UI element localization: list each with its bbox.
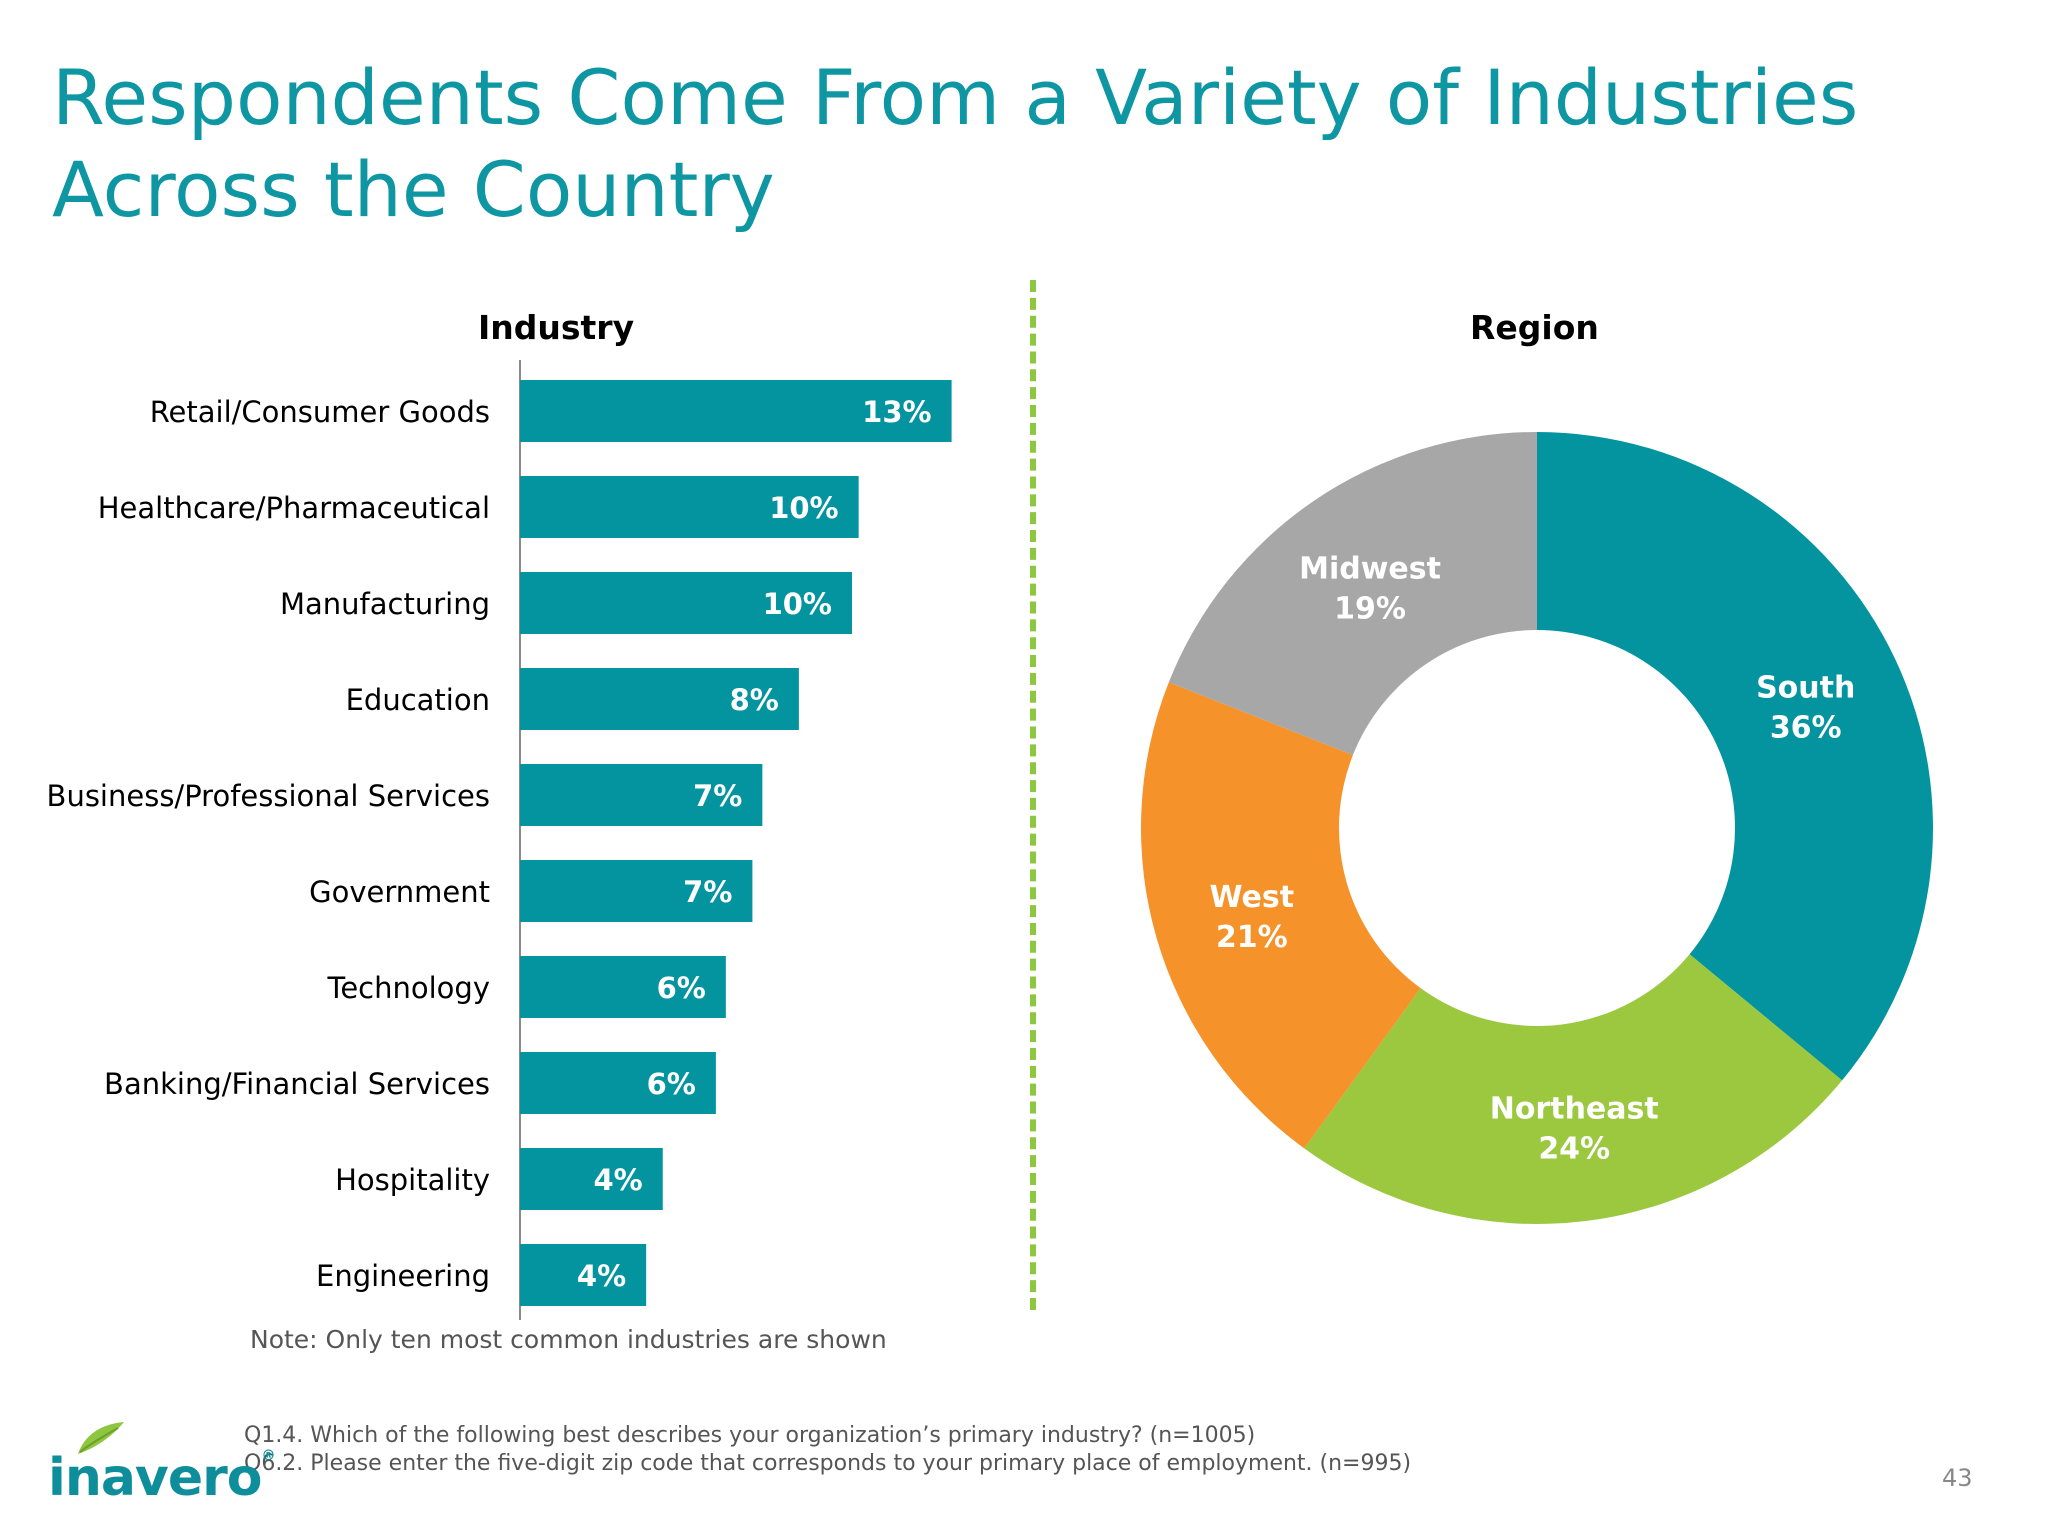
industry-data-label: 6% <box>657 971 706 1005</box>
page-number: 43 <box>1942 1464 1973 1492</box>
industry-bar <box>520 1052 716 1114</box>
industry-category-label: Technology <box>327 971 490 1005</box>
region-data-label: 24% <box>1538 1132 1610 1167</box>
industry-category-label: Manufacturing <box>280 587 490 621</box>
inavero-logo: inavero® <box>48 1418 275 1508</box>
region-chart-title: Region <box>1470 308 1599 347</box>
industry-bar <box>520 668 799 730</box>
region-slice-label: West <box>1210 880 1295 915</box>
region-slice-label: South <box>1756 671 1855 706</box>
industry-category-label: Healthcare/Pharmaceutical <box>98 491 490 525</box>
region-donut-chart: South 36% Northeast 24% West 21% Midwest 19% <box>1141 432 1933 1224</box>
industry-data-label: 6% <box>647 1067 696 1101</box>
region-slice-west <box>1141 682 1421 1149</box>
industry-data-label: 10% <box>769 491 838 525</box>
region-data-label: 19% <box>1334 591 1406 626</box>
industry-data-label: 4% <box>594 1163 643 1197</box>
chart-divider <box>1030 280 1036 1310</box>
logo-registered-mark: ® <box>261 1448 275 1464</box>
industry-bar <box>520 860 753 922</box>
footnote-region: Q6.2. Please enter the five-digit zip co… <box>244 1451 1412 1476</box>
footnote-industry: Q1.4. Which of the following best descri… <box>244 1423 1256 1448</box>
industry-category-label: Education <box>346 683 490 717</box>
industry-bar <box>520 380 952 442</box>
region-slice-label: Northeast <box>1490 1092 1659 1127</box>
industry-bar <box>520 1148 663 1210</box>
industry-data-label: 4% <box>577 1259 626 1293</box>
slide-title: Respondents Come From a Variety of Indus… <box>52 53 1859 234</box>
industry-chart-title: Industry <box>478 308 635 347</box>
chart-note: Note: Only ten most common industries ar… <box>250 1325 887 1354</box>
industry-category-label: Banking/Financial Services <box>104 1067 490 1101</box>
industry-data-label: 8% <box>730 683 779 717</box>
region-data-label: 36% <box>1770 711 1842 746</box>
industry-bar <box>520 572 852 634</box>
industry-category-label: Engineering <box>316 1259 490 1293</box>
industry-data-label: 7% <box>693 779 742 813</box>
industry-bar <box>520 764 763 826</box>
region-slice-midwest <box>1168 432 1537 756</box>
footnotes: Q1.4. Which of the following best descri… <box>244 1422 1411 1478</box>
industry-data-label: 7% <box>683 875 732 909</box>
industry-category-label: Hospitality <box>335 1163 490 1197</box>
industry-data-label: 10% <box>763 587 832 621</box>
industry-data-label: 13% <box>862 395 931 429</box>
industry-bar <box>520 1244 647 1306</box>
region-slice-label: Midwest <box>1299 551 1441 586</box>
industry-category-label: Business/Professional Services <box>47 779 490 813</box>
region-slice-south <box>1537 432 1933 1081</box>
leaf-icon <box>78 1422 124 1454</box>
industry-bar-chart: Retail/Consumer Goods 13% Healthcare/Pharm… <box>47 360 952 1320</box>
industry-category-label: Retail/Consumer Goods <box>150 395 490 429</box>
industry-category-label: Government <box>309 875 490 909</box>
region-slice-northeast <box>1304 954 1843 1224</box>
industry-bar <box>520 476 859 538</box>
industry-bar <box>520 956 726 1018</box>
region-data-label: 21% <box>1216 920 1288 955</box>
logo-text: inavero <box>48 1448 262 1508</box>
